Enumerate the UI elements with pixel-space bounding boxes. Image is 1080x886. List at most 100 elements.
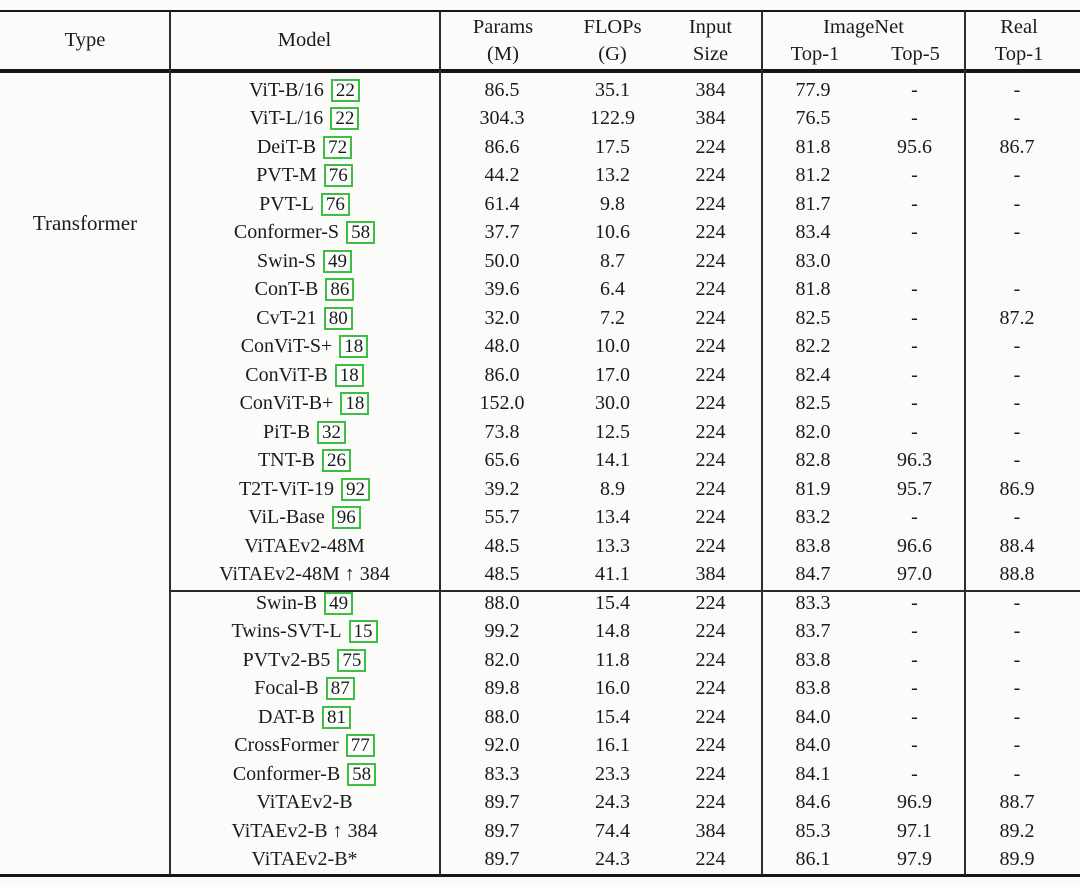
- model-name: DAT-B: [257, 705, 316, 728]
- imagenet-top1-cell: 77.9: [795, 78, 831, 101]
- imagenet-top5-cell: -: [911, 620, 918, 643]
- citation-link[interactable]: 96: [331, 506, 361, 530]
- citation-link[interactable]: 18: [334, 363, 364, 387]
- real-top1-cell: -: [1013, 78, 1021, 101]
- flops-cell: 10.6: [595, 221, 630, 244]
- imagenet-top5-cell: -: [911, 420, 918, 443]
- citation-link[interactable]: 49: [322, 249, 352, 273]
- input-size-cell: 224: [695, 449, 726, 472]
- imagenet-top5-cell: -: [911, 591, 918, 614]
- table-row: ViTAEv2-B ↑ 384 89.7 74.4 384 85.3 97.1 …: [0, 817, 1080, 846]
- model-name: PiT-B: [262, 420, 311, 443]
- real-top1-cell: -: [1013, 734, 1021, 757]
- imagenet-top5-cell: 95.6: [897, 135, 932, 158]
- citation-link[interactable]: 22: [330, 107, 360, 131]
- table-row: Swin-B 49 88.0 15.4 224 83.3 - -: [0, 589, 1080, 618]
- params-cell: 99.2: [484, 620, 520, 643]
- imagenet-top5-cell: 97.1: [897, 819, 932, 842]
- real-top1-cell: -: [1013, 677, 1021, 700]
- model-cell: ViL-Base 96: [170, 506, 439, 530]
- model-name: ViTAEv2-48M: [244, 534, 365, 557]
- input-size-cell: 224: [695, 534, 726, 557]
- params-cell: 61.4: [484, 192, 520, 215]
- citation-link[interactable]: 86: [325, 278, 355, 302]
- citation-link[interactable]: 87: [325, 677, 355, 701]
- input-size-cell: 224: [695, 392, 726, 415]
- header-params-line1: Params: [472, 15, 534, 38]
- real-top1-cell: -: [1013, 278, 1021, 301]
- citation-link[interactable]: 18: [340, 392, 370, 416]
- imagenet-top1-cell: 82.5: [795, 392, 831, 415]
- citation-link[interactable]: 81: [322, 705, 352, 729]
- imagenet-top1-cell: 83.3: [795, 591, 831, 614]
- flops-cell: 14.8: [595, 620, 630, 643]
- flops-cell: 13.2: [595, 164, 630, 187]
- model-cell: CrossFormer 77: [170, 734, 439, 758]
- model-cell: TNT-B 26: [170, 449, 439, 473]
- citation-link[interactable]: 58: [347, 762, 377, 786]
- model-name: ViT-L/16: [249, 107, 324, 130]
- input-size-cell: 224: [695, 762, 726, 785]
- model-name: ViTAEv2-48M ↑ 384: [219, 563, 390, 586]
- table-row: DeiT-B 72 86.6 17.5 224 81.8 95.6 86.7: [0, 133, 1080, 162]
- header-imagenet-top1: Top-1: [790, 42, 840, 65]
- citation-link[interactable]: 32: [317, 420, 347, 444]
- real-top1-cell: -: [1013, 648, 1021, 671]
- citation-link[interactable]: 22: [330, 78, 360, 102]
- citation-link[interactable]: 76: [323, 164, 353, 188]
- citation-link[interactable]: 92: [341, 477, 371, 501]
- params-cell: 86.6: [484, 135, 520, 158]
- input-size-cell: 224: [695, 677, 726, 700]
- input-size-cell: 224: [695, 705, 726, 728]
- table-row: Conformer-B 58 83.3 23.3 224 84.1 - -: [0, 760, 1080, 789]
- model-name: ViL-Base: [248, 506, 325, 529]
- citation-link[interactable]: 18: [339, 335, 369, 359]
- header-input-line1: Input: [688, 15, 733, 38]
- table-row: PVT-L 76 61.4 9.8 224 81.7 - -: [0, 190, 1080, 219]
- params-cell: 152.0: [479, 392, 525, 415]
- model-cell: ViT-L/16 22: [170, 107, 439, 131]
- real-top1-cell: 87.2: [999, 306, 1035, 329]
- input-size-cell: 224: [695, 591, 726, 614]
- citation-link[interactable]: 26: [322, 449, 352, 473]
- citation-link[interactable]: 15: [348, 620, 378, 644]
- imagenet-top1-cell: 86.1: [795, 848, 831, 871]
- real-top1-cell: 88.8: [999, 563, 1035, 586]
- model-cell: PVTv2-B5 75: [170, 648, 439, 672]
- imagenet-top1-cell: 82.4: [795, 363, 831, 386]
- real-top1-cell: -: [1013, 591, 1021, 614]
- table-row: ConViT-S+ 18 48.0 10.0 224 82.2 - -: [0, 333, 1080, 362]
- table-row: PVT-M 76 44.2 13.2 224 81.2 - -: [0, 162, 1080, 191]
- citation-link[interactable]: 75: [337, 648, 367, 672]
- flops-cell: 24.3: [595, 848, 630, 871]
- flops-cell: 13.3: [595, 534, 630, 557]
- citation-link[interactable]: 80: [323, 306, 353, 330]
- flops-cell: 7.2: [600, 306, 625, 329]
- flops-cell: 17.5: [595, 135, 630, 158]
- citation-link[interactable]: 76: [320, 192, 350, 216]
- citation-link[interactable]: 58: [346, 221, 376, 245]
- header-imagenet-label: ImageNet: [823, 15, 904, 38]
- model-cell: ConT-B 86: [170, 278, 439, 302]
- params-cell: 92.0: [484, 734, 520, 757]
- imagenet-top1-cell: 84.0: [795, 734, 831, 757]
- model-cell: ConViT-B 18: [170, 363, 439, 387]
- imagenet-top1-cell: 84.1: [795, 762, 831, 785]
- real-top1-cell: -: [1013, 164, 1021, 187]
- citation-link[interactable]: 72: [323, 135, 353, 159]
- imagenet-top5-cell: 97.9: [897, 848, 932, 871]
- model-name: PVTv2-B5: [242, 648, 331, 671]
- imagenet-top1-cell: 81.7: [795, 192, 831, 215]
- imagenet-top5-cell: -: [911, 221, 918, 244]
- citation-link[interactable]: 49: [324, 591, 354, 615]
- imagenet-top5-cell: 95.7: [897, 477, 932, 500]
- model-cell: ViTAEv2-B ↑ 384: [170, 820, 439, 843]
- model-name: Focal-B: [254, 677, 319, 700]
- table-row: ViT-L/16 22 304.3 122.9 384 76.5 - -: [0, 105, 1080, 134]
- imagenet-top1-cell: 81.9: [795, 477, 831, 500]
- input-size-cell: 224: [695, 306, 726, 329]
- real-top1-cell: -: [1013, 392, 1021, 415]
- imagenet-top5-cell: 97.0: [897, 563, 932, 586]
- real-top1-cell: -: [1013, 192, 1021, 215]
- citation-link[interactable]: 77: [345, 734, 375, 758]
